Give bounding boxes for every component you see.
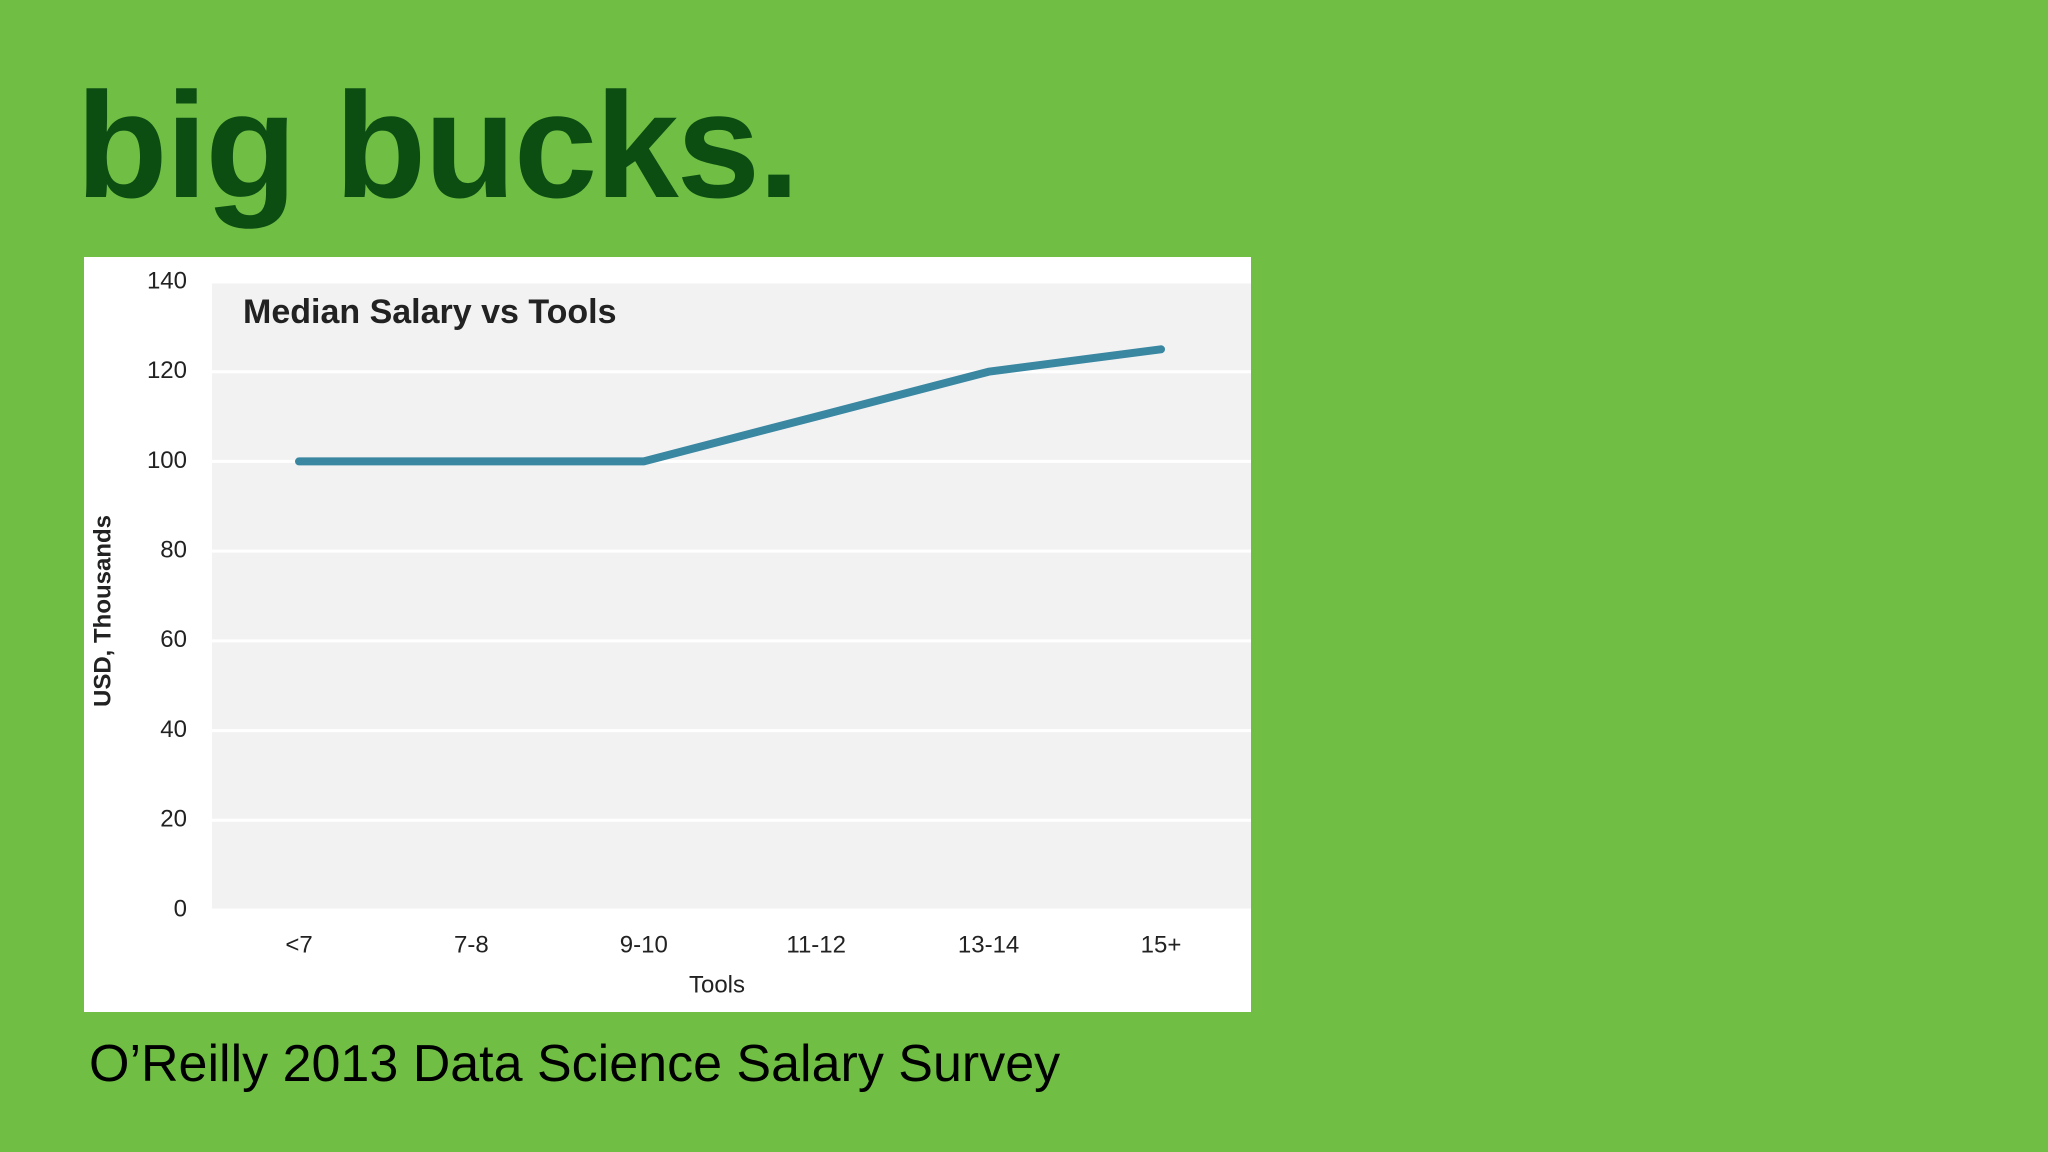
y-tick-label: 100 [147,447,187,474]
x-tick-label: 13-14 [958,931,1019,958]
y-tick-label: 140 [147,267,187,294]
y-tick-label: 120 [147,357,187,384]
y-axis-label: USD, Thousands [89,515,116,707]
x-tick-label: <7 [285,931,312,958]
plot-area [212,282,1251,910]
x-axis-label: Tools [689,971,745,998]
y-tick-label: 40 [160,716,187,743]
y-tick-label: 20 [160,806,187,833]
y-tick-label: 80 [160,536,187,563]
y-tick-label: 60 [160,626,187,653]
chart: 0 20 40 60 80 100 120 140 <7 7-8 9-10 11-12 13-14 15+… [84,257,1251,1012]
y-tick-label: 0 [174,895,187,922]
x-tick-label: 11-12 [786,931,846,958]
x-tick-label: 9-10 [620,931,668,958]
chart-title: Median Salary vs Tools [243,293,617,331]
x-tick-label: 15+ [1141,931,1182,958]
x-tick-label: 7-8 [454,931,489,958]
caption: O’Reilly 2013 Data Science Salary Survey [89,1035,1061,1093]
slide-title: big bucks. [76,61,800,229]
line-series [295,345,1165,466]
